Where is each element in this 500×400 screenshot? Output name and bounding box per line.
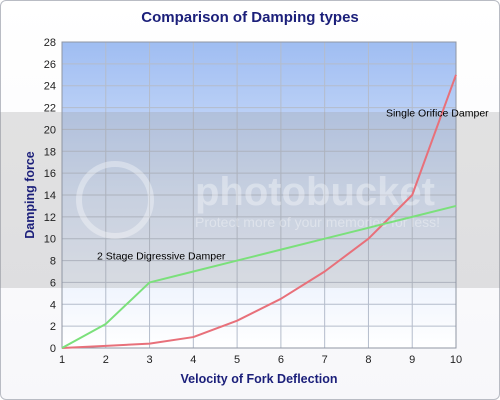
x-tick-label: 9	[409, 354, 415, 366]
y-tick-label: 6	[50, 277, 56, 289]
y-tick-label: 12	[44, 212, 56, 224]
x-tick-label: 7	[322, 354, 328, 366]
y-tick-label: 2	[50, 321, 56, 333]
watermark-text: photobucket	[195, 170, 435, 214]
x-tick-label: 2	[103, 354, 109, 366]
watermark-subtext: Protect more of your memories for less!	[195, 214, 440, 230]
x-tick-label: 8	[365, 354, 371, 366]
annotations: Single Orifice Damper 2 Stage Digressive …	[97, 107, 489, 262]
y-tick-label: 10	[44, 234, 56, 246]
y-tick-label: 22	[44, 103, 56, 115]
x-tick-label: 10	[450, 354, 462, 366]
plot-border	[61, 41, 457, 349]
x-tick-label: 3	[146, 354, 152, 366]
annotation-2: 2 Stage Digressive Damper	[97, 250, 226, 262]
series-line-2	[61, 204, 457, 349]
x-axis-label: Velocity of Fork Deflection	[181, 372, 338, 386]
y-axis-label: Damping force	[23, 151, 37, 239]
y-tick-label: 8	[50, 256, 56, 268]
series-lines	[61, 74, 457, 349]
x-tick-label: 4	[190, 354, 196, 366]
x-tick-label: 1	[59, 354, 65, 366]
y-tick-label: 14	[44, 190, 56, 202]
chart-title: Comparison of Damping types	[141, 9, 359, 26]
series-line-1	[61, 74, 457, 349]
annotation-1: Single Orifice Damper	[386, 107, 489, 119]
watermark-band	[0, 112, 500, 288]
y-tick-label: 20	[44, 124, 56, 136]
y-tick-label: 16	[44, 168, 56, 180]
y-tick-label: 0	[50, 343, 56, 355]
y-tick-label: 24	[44, 81, 56, 93]
x-tick-label: 6	[278, 354, 284, 366]
y-tick-label: 28	[44, 37, 56, 49]
y-tick-label: 18	[44, 146, 56, 158]
y-tick-label: 26	[44, 59, 56, 71]
x-tick-label: 5	[234, 354, 240, 366]
y-tick-label: 4	[50, 299, 56, 311]
